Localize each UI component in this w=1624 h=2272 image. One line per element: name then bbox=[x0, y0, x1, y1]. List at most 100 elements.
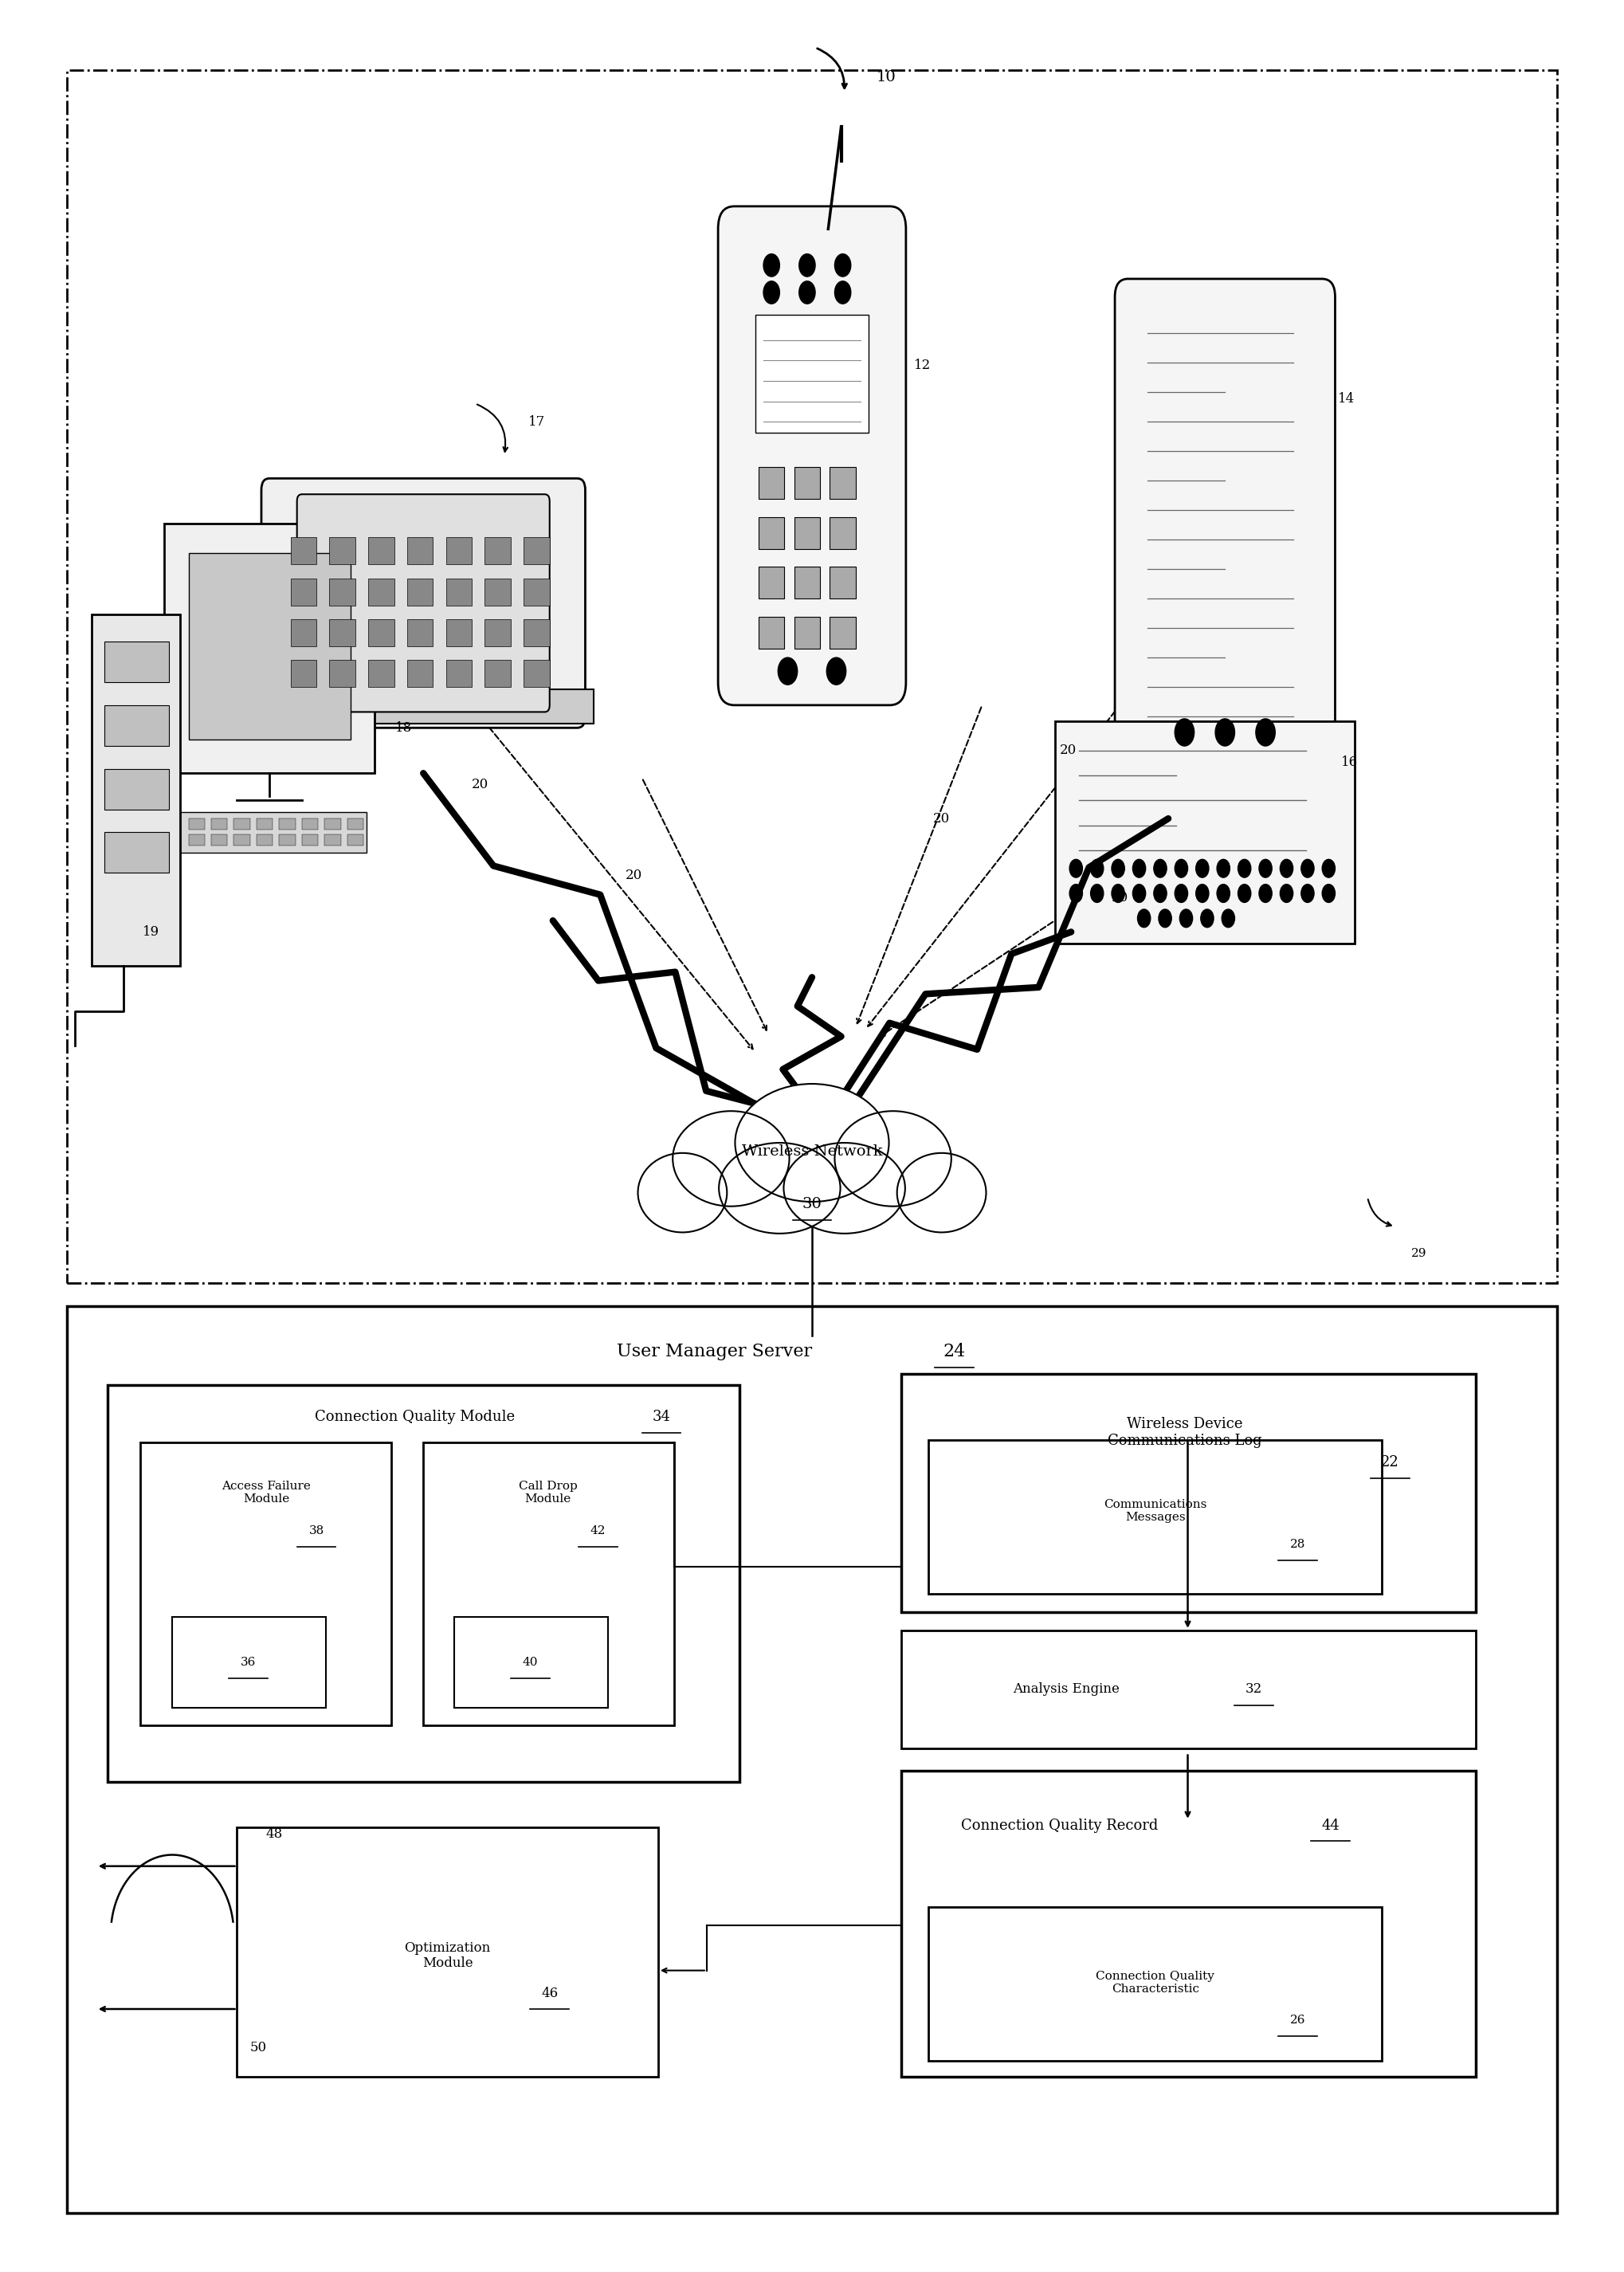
Bar bbox=[447, 538, 473, 563]
FancyBboxPatch shape bbox=[297, 495, 549, 711]
Bar bbox=[180, 811, 367, 852]
Circle shape bbox=[1070, 859, 1083, 877]
Text: 48: 48 bbox=[266, 1827, 283, 1840]
Bar bbox=[188, 818, 205, 829]
Bar bbox=[253, 688, 593, 722]
Circle shape bbox=[1259, 884, 1272, 902]
Bar bbox=[104, 832, 169, 872]
Text: 24: 24 bbox=[944, 1343, 966, 1361]
Bar bbox=[188, 554, 351, 738]
Circle shape bbox=[1070, 884, 1083, 902]
Bar bbox=[447, 577, 473, 604]
Ellipse shape bbox=[638, 1152, 728, 1231]
Text: 36: 36 bbox=[240, 1656, 257, 1668]
Circle shape bbox=[1132, 884, 1145, 902]
Bar bbox=[758, 468, 784, 500]
Bar bbox=[901, 1375, 1476, 1613]
Circle shape bbox=[1221, 909, 1234, 927]
Bar bbox=[794, 518, 820, 550]
Circle shape bbox=[1322, 884, 1335, 902]
Bar bbox=[369, 577, 395, 604]
Circle shape bbox=[1280, 859, 1293, 877]
Ellipse shape bbox=[896, 1152, 986, 1231]
Circle shape bbox=[763, 282, 780, 304]
Circle shape bbox=[1153, 859, 1166, 877]
Text: 18: 18 bbox=[395, 720, 412, 734]
Text: 28: 28 bbox=[1289, 1538, 1306, 1550]
Bar bbox=[830, 518, 856, 550]
Text: 22: 22 bbox=[1380, 1456, 1400, 1470]
Text: 17: 17 bbox=[528, 416, 546, 429]
Bar bbox=[234, 818, 250, 829]
Circle shape bbox=[1216, 859, 1229, 877]
Circle shape bbox=[1137, 909, 1150, 927]
Bar bbox=[758, 518, 784, 550]
Text: 50: 50 bbox=[250, 2040, 266, 2054]
Circle shape bbox=[1255, 718, 1275, 745]
Text: Communications
Messages: Communications Messages bbox=[1104, 1500, 1207, 1522]
Circle shape bbox=[1259, 859, 1272, 877]
Text: Optimization
Module: Optimization Module bbox=[404, 1940, 490, 1970]
Circle shape bbox=[1174, 884, 1187, 902]
Bar bbox=[237, 1827, 658, 2077]
Bar bbox=[523, 538, 549, 563]
Bar bbox=[330, 659, 356, 686]
Circle shape bbox=[1111, 859, 1124, 877]
FancyBboxPatch shape bbox=[1114, 279, 1335, 768]
Bar bbox=[408, 538, 434, 563]
Text: 20: 20 bbox=[1059, 743, 1077, 757]
Bar bbox=[486, 577, 512, 604]
Bar bbox=[67, 1306, 1557, 2213]
Bar bbox=[211, 818, 227, 829]
Bar bbox=[91, 613, 180, 966]
Circle shape bbox=[835, 254, 851, 277]
Bar bbox=[758, 566, 784, 598]
Bar bbox=[302, 818, 318, 829]
Bar bbox=[302, 834, 318, 845]
Bar bbox=[348, 834, 364, 845]
Circle shape bbox=[1237, 884, 1250, 902]
Bar bbox=[291, 618, 317, 645]
Circle shape bbox=[1174, 859, 1187, 877]
Bar bbox=[408, 577, 434, 604]
Bar bbox=[408, 659, 434, 686]
Bar bbox=[104, 704, 169, 745]
FancyBboxPatch shape bbox=[261, 479, 585, 727]
Circle shape bbox=[799, 282, 815, 304]
Circle shape bbox=[1322, 859, 1335, 877]
Text: 20: 20 bbox=[1111, 891, 1129, 904]
Circle shape bbox=[1091, 859, 1104, 877]
Bar bbox=[929, 1440, 1382, 1595]
Ellipse shape bbox=[784, 1143, 905, 1234]
Ellipse shape bbox=[736, 1084, 888, 1202]
Bar bbox=[901, 1631, 1476, 1747]
Circle shape bbox=[799, 254, 815, 277]
Circle shape bbox=[1195, 859, 1208, 877]
Text: 34: 34 bbox=[653, 1411, 671, 1425]
Bar bbox=[523, 577, 549, 604]
Text: 16: 16 bbox=[1341, 754, 1358, 768]
Bar bbox=[140, 1443, 391, 1724]
Bar bbox=[830, 566, 856, 598]
Bar bbox=[486, 538, 512, 563]
Bar bbox=[164, 525, 375, 772]
Text: 46: 46 bbox=[541, 1986, 559, 1999]
Bar bbox=[794, 616, 820, 648]
Text: 30: 30 bbox=[802, 1197, 822, 1211]
Bar bbox=[325, 834, 341, 845]
Bar bbox=[330, 618, 356, 645]
Circle shape bbox=[1174, 718, 1194, 745]
Text: 26: 26 bbox=[1289, 2015, 1306, 2027]
Bar bbox=[369, 538, 395, 563]
Text: 20: 20 bbox=[934, 811, 950, 825]
Bar bbox=[830, 468, 856, 500]
Circle shape bbox=[1158, 909, 1171, 927]
Bar bbox=[523, 659, 549, 686]
Bar bbox=[447, 659, 473, 686]
Text: Wireless Device
Communications Log: Wireless Device Communications Log bbox=[1108, 1418, 1262, 1447]
Bar bbox=[901, 1770, 1476, 2077]
Bar bbox=[929, 1906, 1382, 2061]
Text: Connection Quality
Characteristic: Connection Quality Characteristic bbox=[1096, 1970, 1215, 1995]
Ellipse shape bbox=[835, 1111, 952, 1206]
Bar bbox=[447, 618, 473, 645]
